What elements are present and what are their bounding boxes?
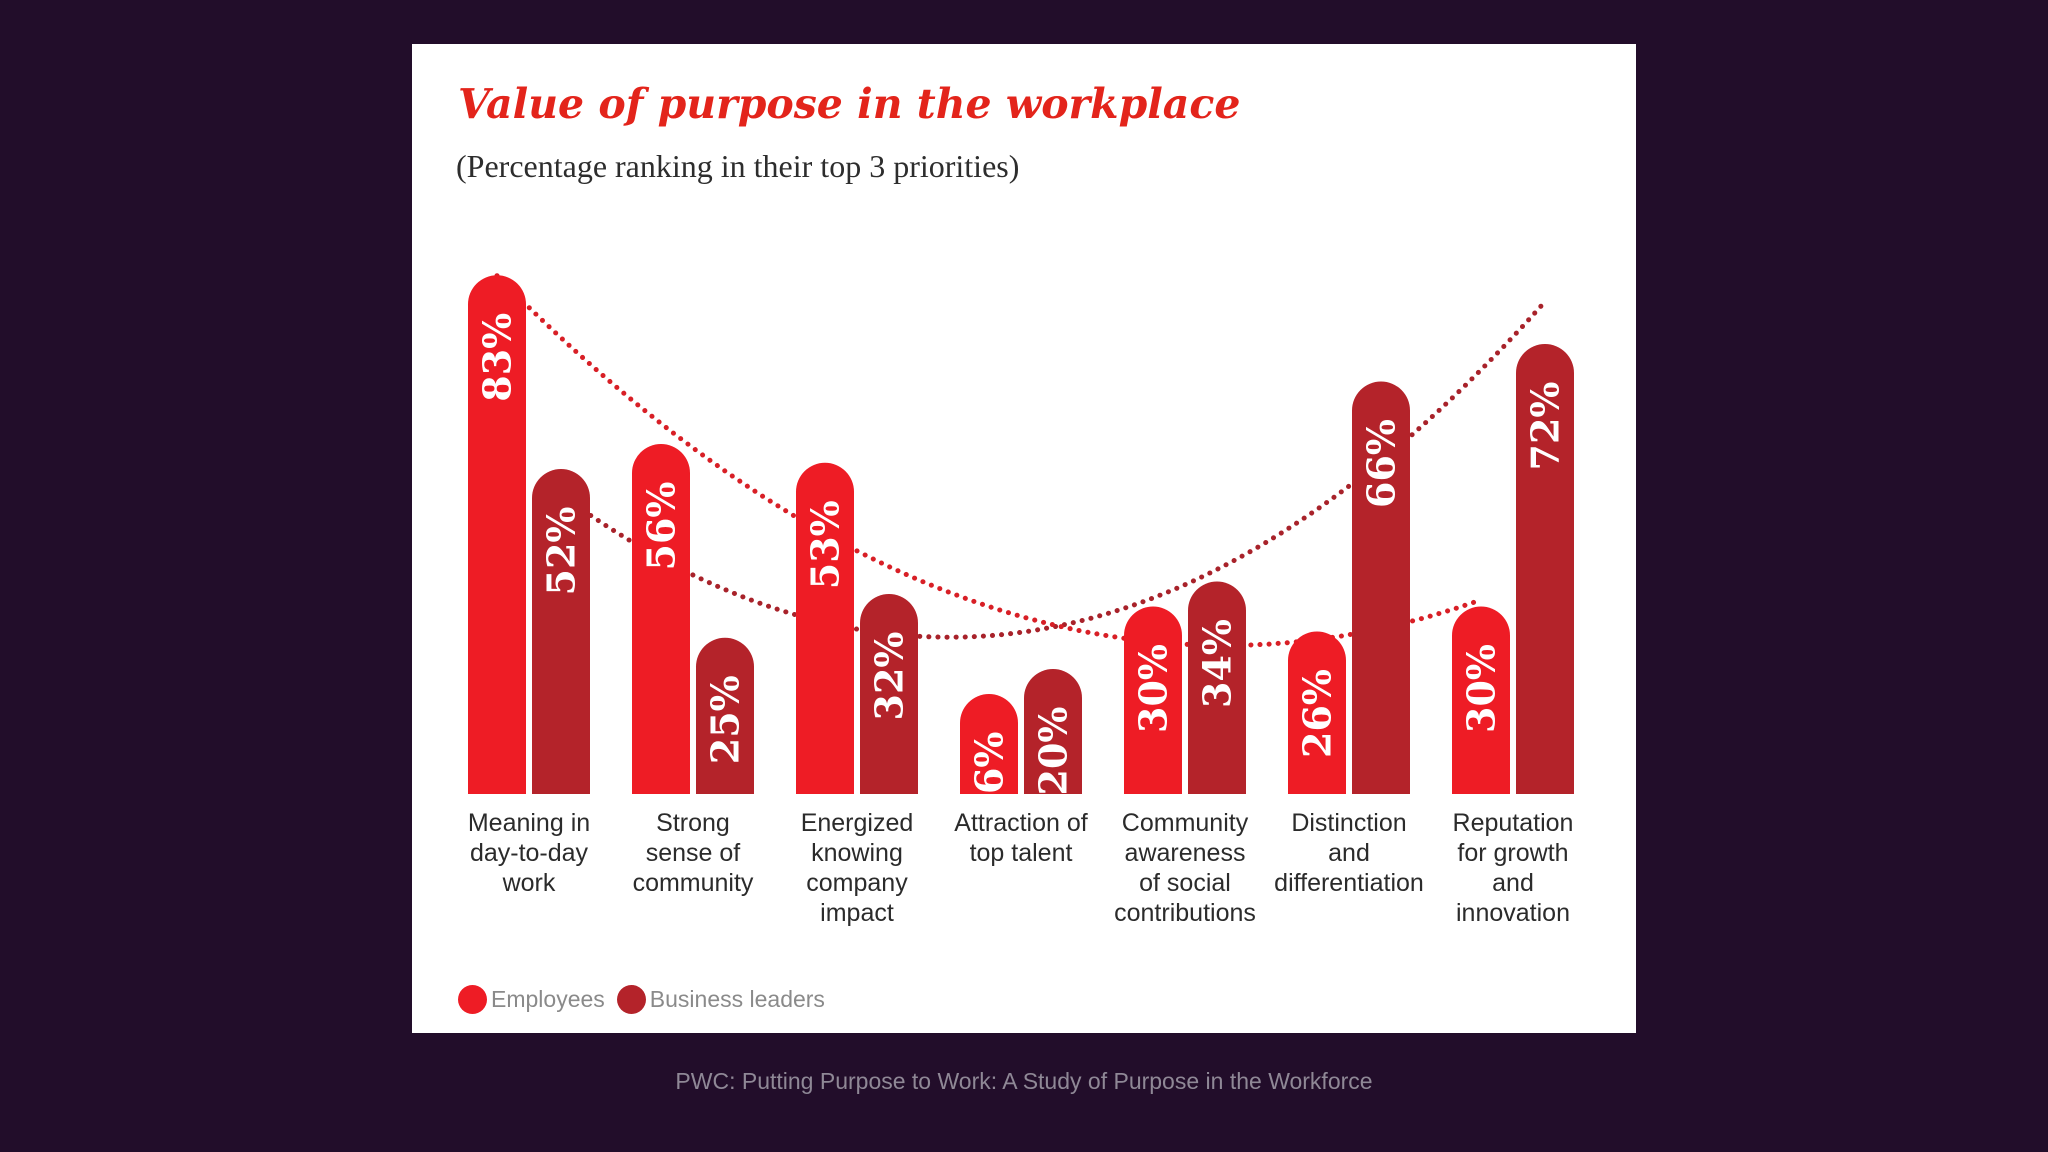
bar-employees-1 — [468, 275, 526, 794]
bar-business-leaders-1 — [532, 469, 590, 794]
bar-business-leaders-2 — [696, 637, 754, 794]
chart-title: Value of purpose in the workplace — [458, 80, 1241, 128]
legend-swatch-business-leaders — [616, 985, 646, 1014]
legend-label-employees: Employees — [491, 986, 605, 1012]
chart-subtitle: (Percentage ranking in their top 3 prior… — [456, 148, 1020, 184]
value-label-employees-5: 30% — [1131, 644, 1176, 733]
bar-business-leaders-7 — [1516, 344, 1574, 794]
value-label-business-leaders-3: 32% — [867, 632, 912, 721]
trend-line-employees — [494, 273, 1484, 648]
bar-employees-7 — [1452, 606, 1510, 794]
legend-item-employees: Employees — [458, 985, 605, 1014]
legend-label-business-leaders: Business leaders — [649, 986, 825, 1012]
bar-employees-2 — [632, 444, 690, 794]
value-label-business-leaders-7: 72% — [1523, 382, 1568, 471]
legend: Employees Business leaders — [458, 985, 825, 1014]
value-label-employees-1: 83% — [475, 313, 520, 402]
source-caption: PWC: Putting Purpose to Work: A Study of… — [675, 1068, 1373, 1094]
bar-employees-6 — [1288, 631, 1346, 794]
chart-card: Value of purpose in the workplace (Perce… — [412, 44, 1636, 1033]
category-label-1: Meaning in day-to-day work — [467, 809, 591, 897]
category-label-3: Energized knowing company impact — [800, 809, 914, 927]
legend-swatch-employees — [458, 985, 487, 1014]
bar-business-leaders-6 — [1352, 381, 1410, 794]
category-label-7: Reputation for growth and innovation — [1452, 809, 1574, 927]
value-label-employees-7: 30% — [1459, 644, 1504, 733]
value-label-business-leaders-1: 52% — [539, 507, 584, 596]
category-label-4: Attraction of top talent — [954, 809, 1088, 867]
value-label-employees-3: 53% — [803, 500, 848, 589]
value-label-employees-2: 56% — [639, 482, 684, 571]
category-label-6: Distinction and differentiation — [1274, 809, 1424, 897]
value-label-employees-4: 16% — [967, 732, 1012, 821]
bar-business-leaders-3 — [860, 594, 918, 794]
category-label-5: Community awareness of social contributions — [1114, 809, 1256, 927]
trend-line-business-leaders — [558, 299, 1548, 640]
legend-item-business-leaders: Business leaders — [616, 985, 825, 1014]
bar-employees-4 — [960, 694, 1018, 794]
bar-employees-3 — [796, 462, 854, 794]
value-label-business-leaders-2: 25% — [703, 675, 748, 764]
chart-plot: 83% 56% 53% 16% 30% 26% 30% 52% 25% 32% 20% 34% 66% 7… — [468, 273, 1574, 821]
value-label-business-leaders-5: 34% — [1195, 619, 1240, 708]
category-label-2: Strong sense of community — [632, 809, 754, 897]
bar-business-leaders-4 — [1024, 669, 1082, 794]
value-label-business-leaders-6: 66% — [1359, 419, 1404, 508]
bar-employees-5 — [1124, 606, 1182, 794]
value-label-employees-6: 26% — [1295, 669, 1340, 758]
bar-business-leaders-5 — [1188, 581, 1246, 794]
value-label-business-leaders-4: 20% — [1031, 707, 1076, 796]
